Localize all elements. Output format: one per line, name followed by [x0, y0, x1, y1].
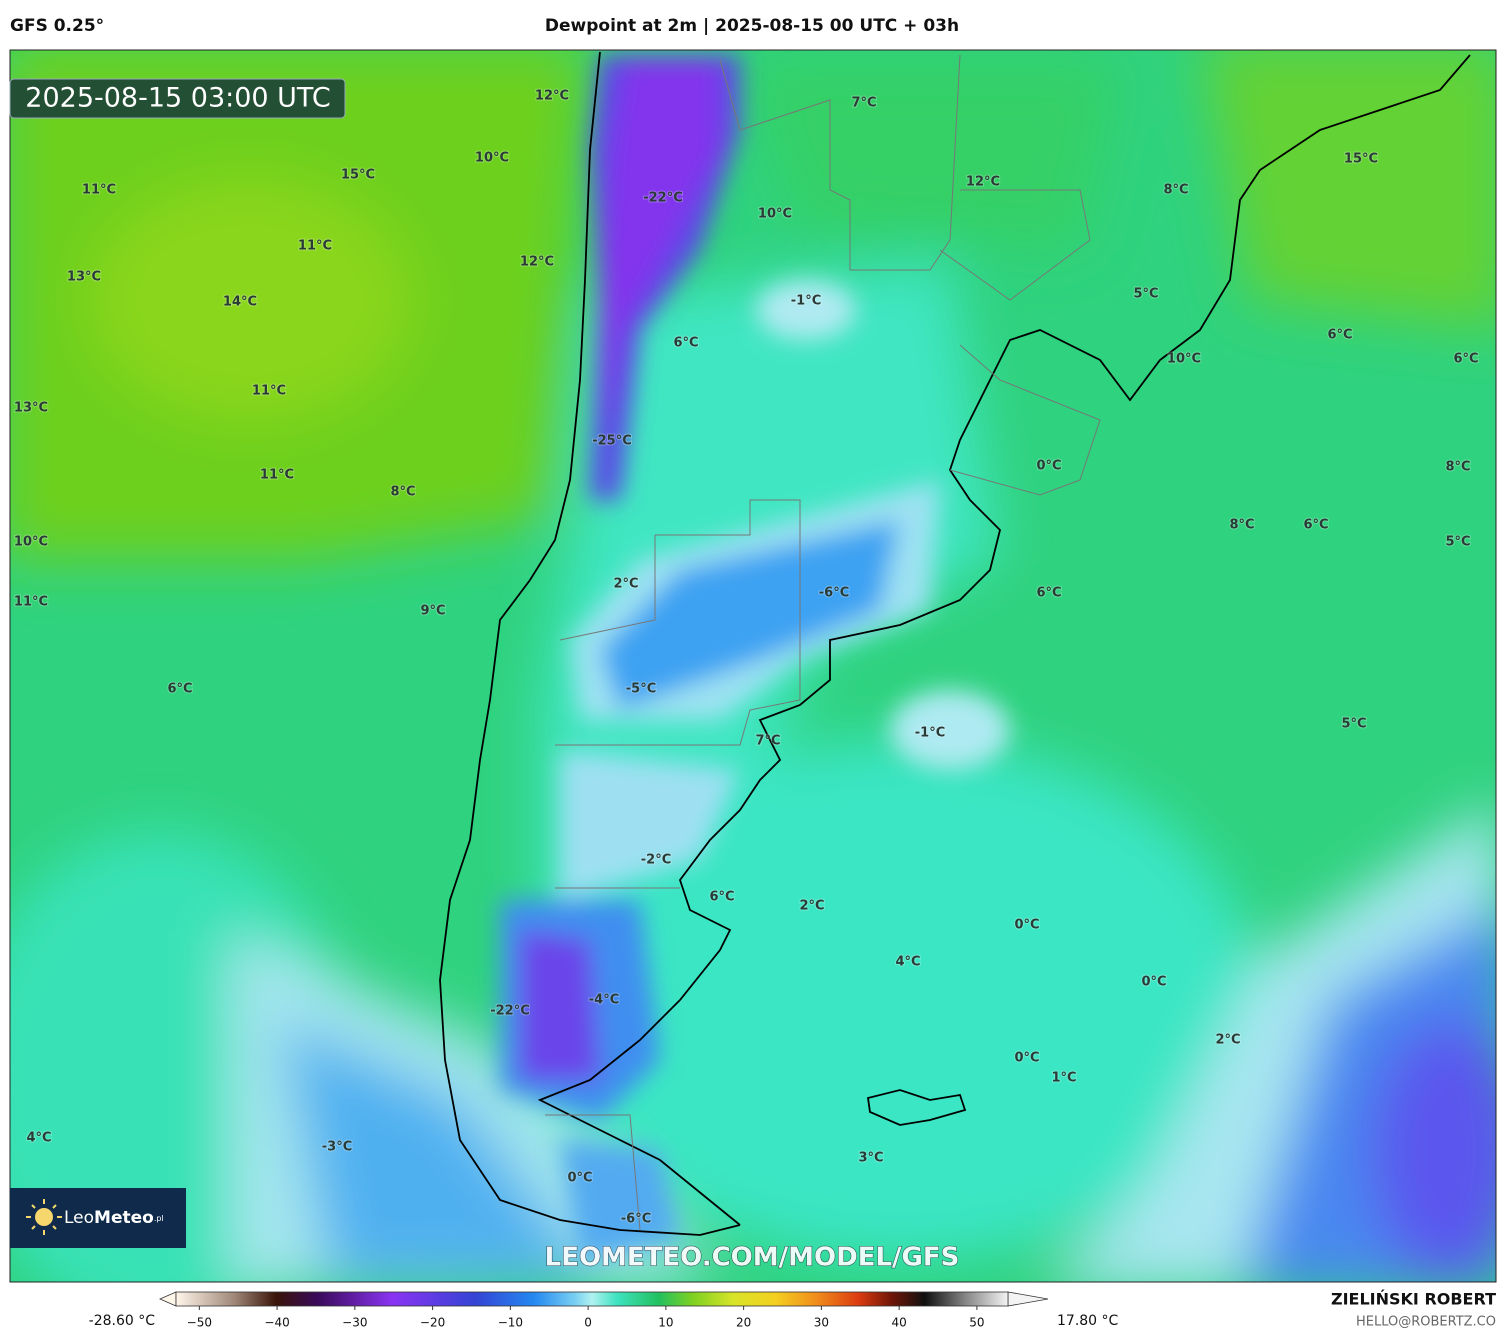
colorbar-tick-label: −30 [342, 1316, 367, 1330]
contour-label: 2°C [1215, 1033, 1240, 1048]
contour-label: 12°C [966, 175, 1000, 190]
contour-label: -22°C [490, 1004, 530, 1019]
contour-label: 1°C [1051, 1071, 1076, 1086]
contour-label: 8°C [390, 485, 415, 500]
contour-label: 15°C [1344, 152, 1378, 167]
contour-label: 2°C [613, 577, 638, 592]
contour-label: 10°C [475, 151, 509, 166]
contour-label: -6°C [819, 586, 849, 601]
timestamp: 2025-08-15 03:00 UTC [25, 83, 330, 114]
author: ZIELIŃSKI ROBERT [1331, 1290, 1496, 1309]
contour-label: 8°C [1229, 518, 1254, 533]
contour-label: -6°C [621, 1212, 651, 1227]
map-title: Dewpoint at 2m | 2025-08-15 00 UTC + 03h [545, 16, 959, 36]
contour-label: 15°C [341, 168, 375, 183]
contour-label: -4°C [589, 993, 619, 1008]
contour-label: 14°C [223, 295, 257, 310]
colorbar-tick-label: −50 [187, 1316, 212, 1330]
colorbar-tick-label: −20 [420, 1316, 445, 1330]
contour-label: -25°C [592, 434, 632, 449]
contour-label: 11°C [252, 384, 286, 399]
logo-suffix: .pl [154, 1214, 164, 1223]
contour-label: -5°C [626, 682, 656, 697]
contour-label: 6°C [1036, 586, 1061, 601]
contour-label: 10°C [1167, 352, 1201, 367]
colorbar: −50 −40 −30 −20 −10 0 10 20 30 40 50 [159, 1291, 1049, 1330]
contour-label: 6°C [1453, 352, 1478, 367]
contour-label: 0°C [1014, 918, 1039, 933]
colorbar-tick-label: 40 [891, 1316, 906, 1330]
contour-label: 5°C [1445, 535, 1470, 550]
logo-part1: Leo [64, 1208, 94, 1228]
contour-label: -22°C [643, 191, 683, 206]
contour-label: 13°C [14, 401, 48, 416]
colorbar-tick-label: 20 [736, 1316, 751, 1330]
colorbar-tick-label: 30 [814, 1316, 829, 1330]
colorbar-tick-label: 50 [969, 1316, 984, 1330]
contour-label: 11°C [298, 239, 332, 254]
colorbar-max: 17.80 °C [1057, 1313, 1119, 1329]
contour-label: 0°C [1036, 459, 1061, 474]
watermark: LEOMETEO.COM/MODEL/GFS [545, 1243, 960, 1273]
email[interactable]: HELLO@ROBERTZ.CO [1356, 1315, 1496, 1330]
contour-label: 7°C [755, 734, 780, 749]
colorbar-body [175, 1291, 1009, 1307]
contour-label: 0°C [1141, 975, 1166, 990]
logo-sun [26, 1199, 62, 1235]
contour-label: 12°C [520, 255, 554, 270]
colorbar-tick-label: 10 [658, 1316, 673, 1330]
contour-label: 13°C [67, 270, 101, 285]
colorbar-arrow-right [1007, 1291, 1049, 1307]
contour-label: 8°C [1163, 183, 1188, 198]
contour-label: 2°C [799, 899, 824, 914]
contour-label: 4°C [26, 1131, 51, 1146]
logo-text: LeoMeteo.pl [64, 1208, 164, 1228]
contour-label: 6°C [673, 336, 698, 351]
contour-label: 11°C [82, 183, 116, 198]
contour-label: 11°C [260, 468, 294, 483]
contour-label: 0°C [567, 1171, 592, 1186]
contour-label: 0°C [1014, 1051, 1039, 1066]
colorbar-tick-label: −10 [498, 1316, 523, 1330]
contour-label: 10°C [14, 535, 48, 550]
contour-label: 3°C [858, 1151, 883, 1166]
model-name: GFS 0.25° [10, 16, 104, 36]
contour-label: 8°C [1445, 460, 1470, 475]
contour-label: 5°C [1133, 287, 1158, 302]
contour-label: 5°C [1341, 717, 1366, 732]
contour-label: -1°C [791, 294, 821, 309]
borders [545, 54, 1101, 1231]
logo-part2: Meteo [94, 1208, 154, 1228]
map-field [10, 50, 1496, 1282]
coastline [439, 51, 1471, 1236]
contour-label: 4°C [895, 955, 920, 970]
contour-label: 10°C [758, 207, 792, 222]
map-frame [9, 49, 1497, 1283]
colorbar-min: -28.60 °C [89, 1313, 156, 1329]
contour-label: 11°C [14, 595, 48, 610]
contour-label: -3°C [322, 1140, 352, 1155]
colorbar-tick-label: 0 [584, 1316, 592, 1330]
contour-label: 6°C [709, 890, 734, 905]
contour-label: 9°C [420, 604, 445, 619]
contour-label: 6°C [1303, 518, 1328, 533]
contour-labels: 12°C 7°C 10°C 15°C 11°C -22°C 12°C 8°C 15°C 10°C 1… [13, 88, 1480, 1228]
colorbar-arrow-left [159, 1291, 177, 1307]
colorbar-tick-label: −40 [264, 1316, 289, 1330]
contour-label: -1°C [915, 726, 945, 741]
timestamp-box [9, 78, 346, 119]
contour-label: -2°C [641, 853, 671, 868]
contour-label: 12°C [535, 89, 569, 104]
contour-label: 7°C [851, 96, 876, 111]
contour-label: 6°C [167, 682, 192, 697]
contour-label: 6°C [1327, 328, 1352, 343]
